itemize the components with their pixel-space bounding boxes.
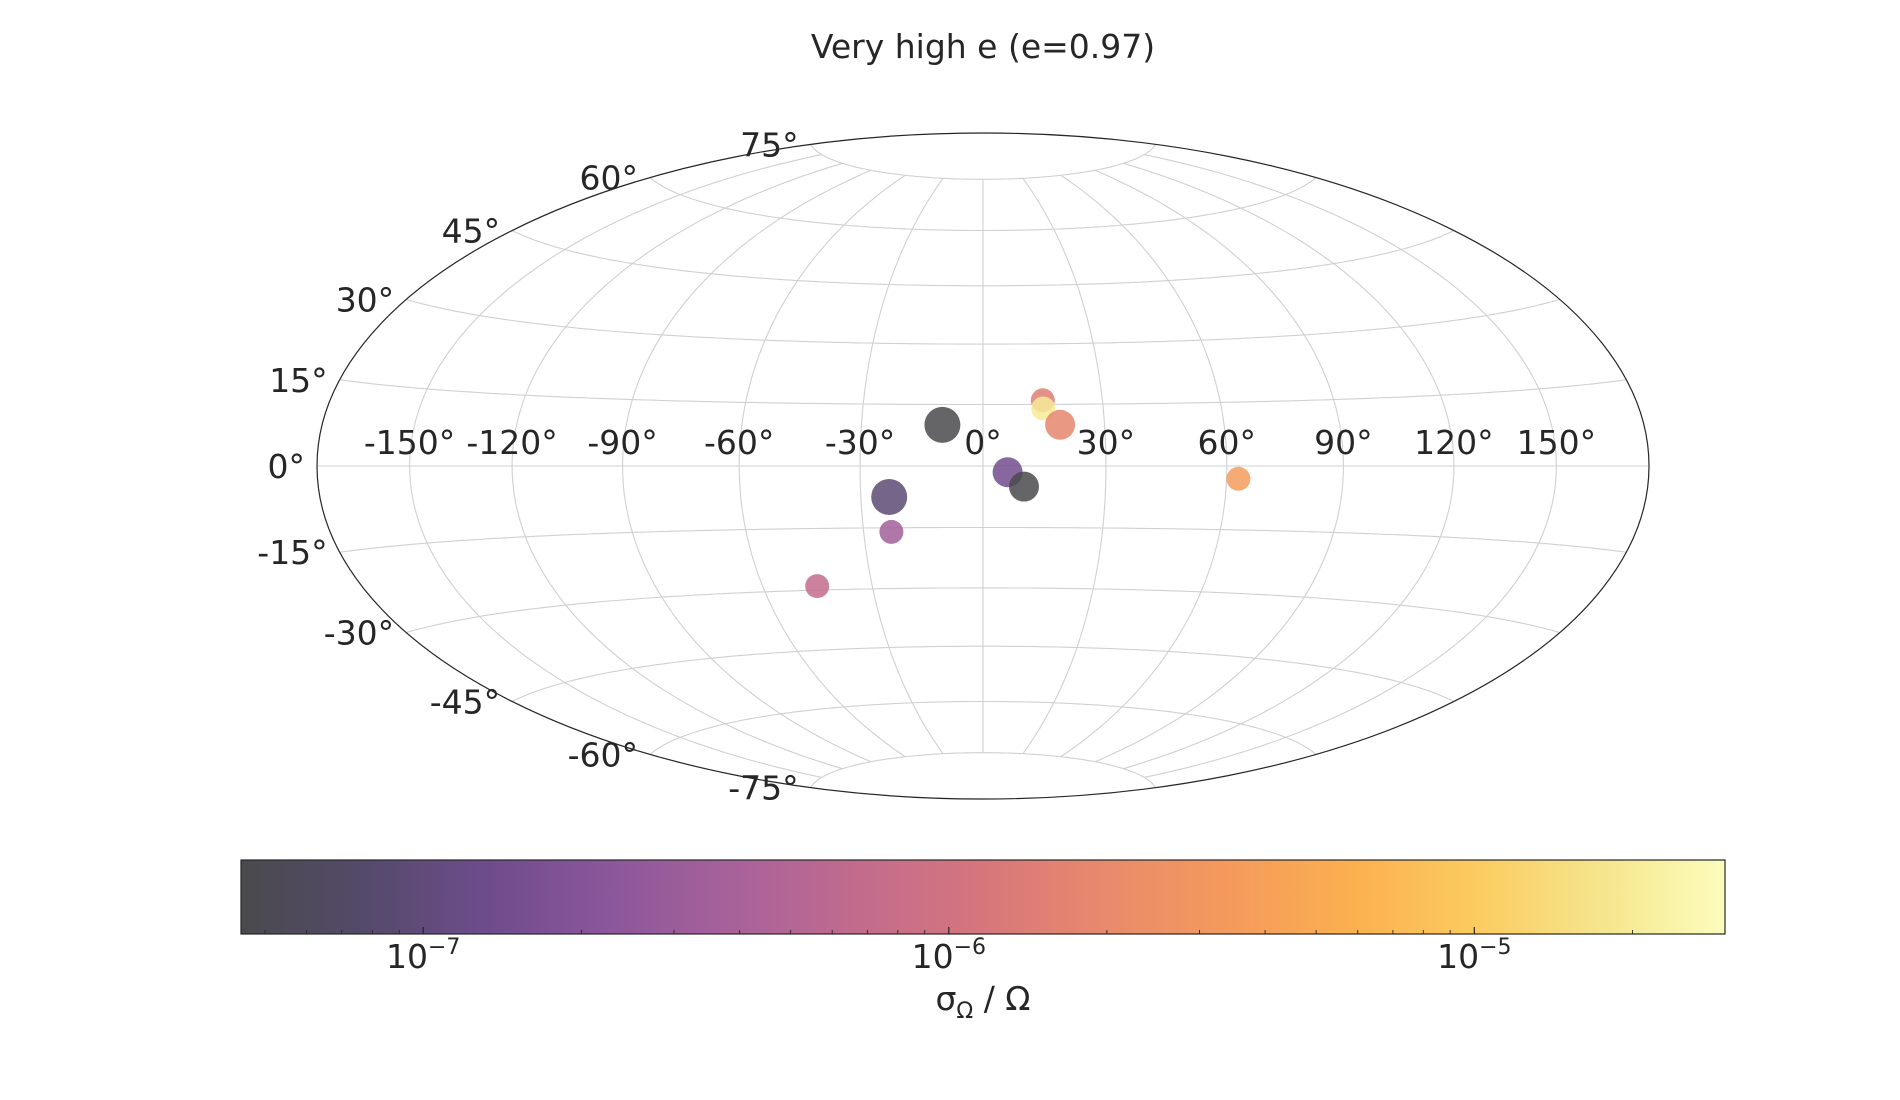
scatter-point bbox=[1009, 471, 1039, 502]
scatter-point bbox=[805, 574, 830, 599]
lat-tick-label: 75° bbox=[740, 125, 799, 164]
lon-tick-label: -90° bbox=[587, 423, 657, 462]
meridian-line bbox=[1060, 174, 1228, 758]
lon-tick-label: 60° bbox=[1198, 423, 1257, 462]
colorbar-tick-label: 10−6 bbox=[912, 935, 986, 976]
meridian-line bbox=[409, 154, 822, 778]
lon-tick-label: -150° bbox=[364, 423, 455, 462]
lon-tick-label: 0° bbox=[964, 423, 1002, 462]
lat-tick-label: 0° bbox=[268, 447, 306, 486]
lon-tick-label: -60° bbox=[704, 423, 774, 462]
meridian-line bbox=[511, 162, 843, 770]
scatter-point bbox=[871, 479, 908, 515]
meridian-line bbox=[1094, 169, 1344, 763]
colorbar-tick-label: 10−7 bbox=[386, 935, 460, 976]
lon-tick-label: -30° bbox=[825, 423, 895, 462]
scatter-point bbox=[879, 519, 904, 544]
lat-tick-label: 30° bbox=[336, 281, 395, 320]
meridian-line bbox=[738, 174, 906, 758]
lon-tick-label: -120° bbox=[466, 423, 557, 462]
chart-title: Very high e (e=0.97) bbox=[811, 27, 1155, 66]
colorbar-label-subscript: Ω bbox=[956, 999, 973, 1024]
meridian-line bbox=[1022, 177, 1107, 755]
lat-tick-label: -60° bbox=[568, 735, 638, 774]
meridian-line bbox=[859, 177, 944, 755]
longitude-tick-labels: -150° -120° -90° -60° -30° 0° 30° 60° 90° 120° 150… bbox=[364, 423, 1596, 462]
lon-tick-label: 150° bbox=[1517, 423, 1597, 462]
scatter-point bbox=[1045, 409, 1076, 440]
lon-tick-label: 30° bbox=[1077, 423, 1136, 462]
meridian-line bbox=[622, 169, 872, 763]
lat-tick-label: -30° bbox=[324, 614, 394, 653]
lon-tick-label: 90° bbox=[1314, 423, 1373, 462]
lat-tick-label: -75° bbox=[728, 769, 798, 808]
colorbar-label-sigma: σ bbox=[935, 979, 956, 1018]
colorbar bbox=[240, 859, 1726, 935]
latitude-tick-labels: -75° -60° -45° -30° -15° 0° 15° 30° 45° 60° 75° bbox=[257, 125, 798, 807]
lon-tick-label: 120° bbox=[1414, 423, 1494, 462]
meridian-line bbox=[1144, 154, 1557, 778]
scatter-point bbox=[924, 406, 961, 443]
colorbar-ticks: 10−7 10−6 10−5 bbox=[264, 927, 1633, 976]
colorbar-tick-label: 10−5 bbox=[1437, 935, 1511, 976]
scatter-points bbox=[805, 388, 1251, 599]
lat-tick-label: -45° bbox=[430, 683, 500, 722]
colorbar-label: σΩ / Ω bbox=[935, 979, 1030, 1024]
map-boundary bbox=[316, 132, 1650, 800]
graticule bbox=[317, 144, 1649, 788]
lat-tick-label: 60° bbox=[580, 159, 639, 198]
lat-tick-label: -15° bbox=[257, 533, 327, 572]
lat-tick-label: 45° bbox=[442, 212, 501, 251]
meridian-line bbox=[1123, 162, 1455, 770]
scatter-point bbox=[1226, 466, 1251, 491]
lat-tick-label: 15° bbox=[269, 361, 328, 400]
colorbar-label-rest: / Ω bbox=[973, 979, 1030, 1018]
